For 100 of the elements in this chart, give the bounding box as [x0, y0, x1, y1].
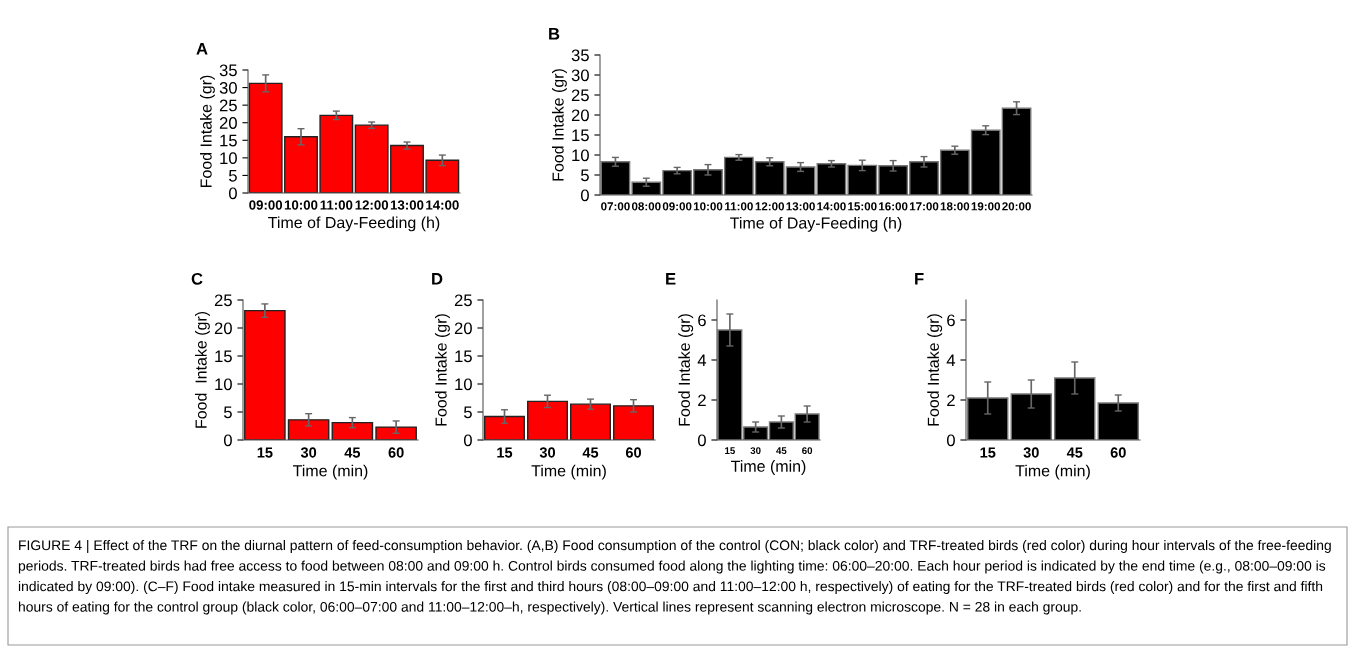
y-tick-label: 6 [947, 314, 955, 327]
chart-title: E [666, 273, 676, 285]
bar [1097, 402, 1139, 440]
y-tick-label: 30 [219, 81, 237, 94]
y-tick-label: 25 [571, 89, 589, 102]
y-tick-label: 15 [220, 134, 237, 147]
x-tick-label: 12:00 [355, 200, 389, 210]
x-axis-title: Time (min) [531, 464, 606, 480]
bar [484, 415, 525, 440]
x-tick-label: 11:00 [320, 200, 353, 210]
chart-title: A [196, 43, 208, 55]
x-tick-label: 30 [750, 447, 761, 455]
y-tick-label: 0 [580, 189, 589, 202]
x-tick-label: 15 [257, 447, 273, 458]
x-tick-label: 60 [625, 447, 642, 458]
y-tick-label: 5 [580, 169, 589, 182]
x-axis-title: Time of Day-Feeding (h) [268, 216, 440, 232]
bar [967, 397, 1009, 440]
x-tick-label: 60 [802, 447, 813, 455]
y-tick-label: 20 [219, 117, 237, 129]
x-tick-label: 15 [725, 447, 735, 455]
x-axis-title: Time (min) [731, 460, 806, 475]
y-tick-label: 10 [455, 378, 472, 391]
y-tick-label: 35 [571, 49, 589, 62]
y-axis-title: Food Intake (gr) [927, 314, 943, 426]
x-tick-label: 13:00 [390, 200, 424, 210]
y-tick-label: 15 [572, 129, 589, 142]
x-tick-label: 20:00 [1002, 202, 1031, 211]
x-tick-label: 30 [1023, 447, 1039, 458]
y-tick-label: 25 [219, 99, 237, 112]
chart-title: F [915, 273, 924, 285]
bar [1054, 377, 1096, 440]
y-tick-label: 30 [571, 69, 589, 82]
bar [331, 421, 374, 440]
x-tick-label: 07:00 [601, 202, 630, 211]
x-axis-title: Time (min) [1015, 464, 1090, 480]
y-axis-title: Food Intake (gr) [434, 314, 450, 426]
x-tick-label: 45 [582, 447, 599, 458]
x-tick-label: 15 [497, 447, 513, 458]
chart-title: C [191, 272, 203, 285]
y-tick-label: 25 [454, 294, 472, 307]
caption: FIGURE 4 | Effect of the TRF on the diurnal pattern of feed-consumption behavior. (A,B) Food consumption of the control (CON; black color) and TRF-treated birds (red color) during hour intervals of the free-feeding periods. TRF-treated birds had free access to food between 08:00 and 09:00 h. Control birds consumed food along the lighting time: 06:00–20:00. Each hour period is indicated by the end time (e.g., 08:00–09:00 is indicated by 09:00). (C–F) Food intake measured in 15-min intervals for the first and third hours (08:00–09:00 and 11:00–12:00 h, respectively) of eating for the TRF-treated birds (red color) and for the first and fifth hours of eating for the control group (black color, 06:00–07:00 and 11:00–12:00–h, respectively). Vertical lines represent scanning electron microscope. N = 28 in each group. [18, 540, 1331, 615]
y-tick-label: 5 [463, 406, 472, 419]
x-tick-label: 45 [776, 447, 787, 455]
x-tick-label: 60 [1110, 447, 1126, 458]
x-tick-label: 12:00 [755, 202, 785, 211]
x-tick-label: 30 [539, 447, 556, 458]
x-tick-label: 14:00 [817, 202, 846, 211]
y-tick-label: 10 [572, 149, 589, 162]
x-tick-label: 45 [1066, 447, 1083, 458]
x-tick-label: 60 [388, 447, 404, 458]
y-tick-label: 20 [454, 322, 472, 335]
y-tick-label: 0 [946, 434, 955, 447]
y-tick-label: 15 [215, 350, 232, 363]
y-tick-label: 4 [697, 354, 707, 367]
x-tick-label: 10:00 [693, 202, 723, 211]
y-tick-label: 20 [571, 109, 589, 122]
x-tick-label: 08:00 [631, 202, 661, 211]
x-tick-label: 10:00 [284, 200, 318, 210]
y-tick-label: 25 [214, 294, 232, 307]
x-tick-label: 16:00 [879, 202, 908, 211]
x-tick-label: 30 [300, 447, 317, 458]
x-axis-title: Time of Day-Feeding (h) [730, 216, 902, 232]
x-tick-label: 13:00 [786, 202, 815, 211]
x-axis-title: Time (min) [293, 464, 368, 480]
y-tick-label: 10 [215, 378, 232, 391]
x-tick-label: 09:00 [249, 200, 283, 210]
bar [287, 419, 330, 440]
chart-title: D [432, 273, 443, 285]
y-tick-label: 0 [697, 434, 706, 447]
x-tick-label: 14:00 [426, 200, 459, 210]
x-tick-label: 18:00 [940, 202, 970, 211]
bar [527, 400, 568, 440]
bar [1010, 393, 1052, 440]
y-axis-title: Food Intake (gr) [678, 314, 694, 426]
bar [613, 405, 654, 440]
y-tick-label: 20 [214, 322, 232, 335]
y-tick-label: 5 [223, 406, 232, 419]
y-tick-label: 2 [698, 394, 706, 407]
x-tick-label: 19:00 [971, 202, 1001, 211]
y-tick-label: 0 [463, 434, 472, 447]
x-tick-label: 11:00 [725, 202, 753, 211]
bar [244, 309, 286, 440]
bar [375, 426, 417, 440]
chart-title: B [549, 28, 560, 40]
y-tick-label: 6 [698, 314, 706, 327]
y-tick-label: 0 [223, 434, 232, 447]
x-tick-label: 15 [980, 447, 996, 458]
x-tick-label: 17:00 [909, 202, 939, 211]
y-tick-label: 2 [947, 394, 955, 407]
y-axis-title: Food Intake (gr) [551, 69, 567, 181]
y-tick-label: 10 [220, 152, 237, 165]
y-axis-title: Food Intake (gr) [194, 311, 210, 428]
y-axis-title: Food Intake (gr) [199, 75, 215, 187]
x-tick-label: 15:00 [848, 202, 877, 211]
y-tick-label: 35 [219, 64, 237, 77]
y-tick-label: 15 [455, 350, 472, 363]
x-tick-label: 09:00 [662, 202, 692, 211]
y-tick-label: 5 [228, 170, 237, 182]
y-tick-label: 0 [228, 187, 237, 200]
